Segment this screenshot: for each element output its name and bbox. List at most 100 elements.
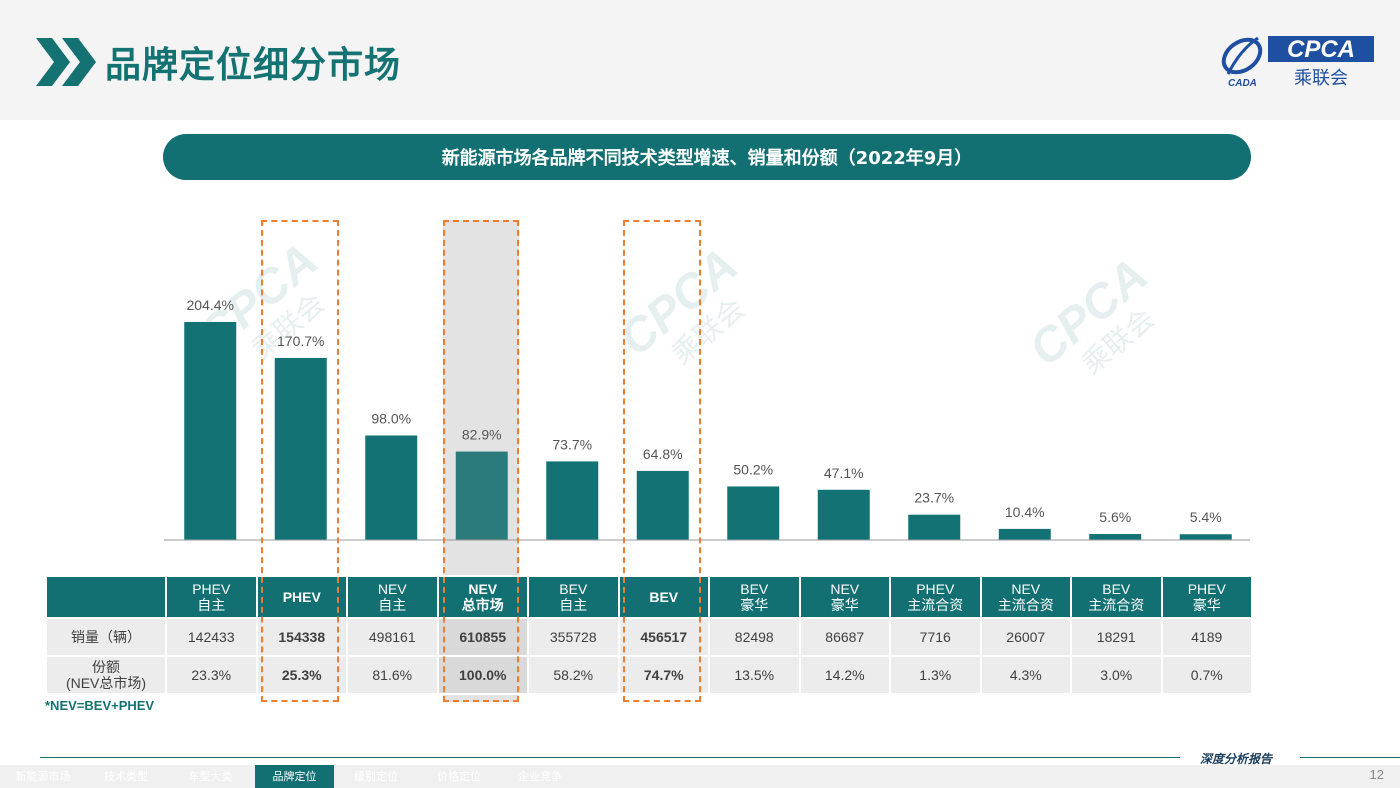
column-header-line1: PHEV bbox=[1187, 581, 1226, 597]
page-title: 品牌定位细分市场 bbox=[105, 45, 402, 86]
nav-item[interactable]: 品牌定位 bbox=[255, 765, 334, 788]
table-row: 销量（辆） 142433 154338 498161 610855 355728 45651… bbox=[45, 617, 1253, 657]
table-cell: 3.0% bbox=[1070, 655, 1163, 695]
column-header-line1: NEV bbox=[377, 581, 407, 597]
data-label-8: 23.7% bbox=[914, 490, 954, 506]
column-header-line2: 主流合资 bbox=[1088, 597, 1145, 613]
data-label-10: 5.6% bbox=[1099, 509, 1131, 525]
table-cell: 100.0% bbox=[436, 655, 529, 695]
column-header-line1: BEV bbox=[1102, 581, 1131, 597]
cpca-logo: CADA CPCA 乘联会 bbox=[1221, 36, 1374, 89]
bar-0 bbox=[184, 322, 237, 540]
data-label-1: 170.7% bbox=[277, 333, 324, 349]
column-header: BEV bbox=[617, 575, 710, 619]
table-cell: 4.3% bbox=[979, 655, 1072, 695]
column-header: NEV 总市场 bbox=[436, 575, 529, 619]
table-header-row: PHEV 自主 PHEV NEV 自主 NEV 总市场 BEV 自主 BEV BEV 豪华 NEV 豪华 P… bbox=[45, 575, 1253, 619]
slide-header: 品牌定位细分市场 CADA CPCA 乘联会 bbox=[0, 0, 1400, 120]
column-header: NEV 豪华 bbox=[798, 575, 891, 619]
column-header: BEV 主流合资 bbox=[1070, 575, 1163, 619]
column-header-line2: 豪华 bbox=[1192, 597, 1221, 613]
column-header-line2: 豪华 bbox=[830, 597, 859, 613]
data-label-9: 10.4% bbox=[1005, 504, 1045, 520]
column-header: BEV 自主 bbox=[527, 575, 620, 619]
column-header-line1: BEV bbox=[740, 581, 769, 597]
svg-text:CPCA: CPCA bbox=[1287, 36, 1355, 63]
table-cell: 610855 bbox=[436, 617, 529, 657]
nav-item[interactable]: 技术类型 bbox=[104, 770, 148, 783]
column-header-line2: 自主 bbox=[378, 597, 407, 613]
data-label-11: 5.4% bbox=[1190, 509, 1222, 525]
column-header: PHEV bbox=[255, 575, 348, 619]
nav-item[interactable]: 车型大类 bbox=[188, 770, 233, 783]
table-cell: 14.2% bbox=[798, 655, 891, 695]
table-cell: 13.5% bbox=[708, 655, 801, 695]
row-label-line1: 份额 bbox=[92, 659, 120, 675]
section-nav: 新能源市场 技术类型 车型大类 品牌定位 级别定位 价格定位 企业竞争 bbox=[0, 765, 1400, 788]
data-label-4: 73.7% bbox=[552, 436, 592, 452]
bar-11 bbox=[1179, 534, 1232, 540]
table-cell: 26007 bbox=[979, 617, 1072, 657]
nav-item[interactable]: 价格定位 bbox=[437, 770, 481, 783]
bar-10 bbox=[1089, 534, 1142, 540]
nav-item[interactable]: 级别定位 bbox=[354, 770, 398, 783]
bar-3 bbox=[455, 451, 508, 540]
bar-9 bbox=[998, 528, 1051, 540]
bar-7 bbox=[817, 489, 870, 540]
column-header-line2: 自主 bbox=[197, 597, 226, 613]
footnote: *NEV=BEV+PHEV bbox=[45, 698, 155, 713]
table-cell: 0.7% bbox=[1160, 655, 1253, 695]
footer-divider bbox=[40, 757, 1180, 758]
column-header-line1: PHEV bbox=[916, 581, 955, 597]
column-header-line2: 自主 bbox=[559, 597, 588, 613]
table-cell: 456517 bbox=[617, 617, 710, 657]
column-header-line1: NEV bbox=[468, 581, 498, 597]
chart-title-banner: 新能源市场各品牌不同技术类型增速、销量和份额（2022年9月） bbox=[163, 134, 1251, 180]
table-cell: 18291 bbox=[1070, 617, 1163, 657]
bar-8 bbox=[908, 514, 961, 540]
column-header-line1: BEV bbox=[649, 589, 679, 605]
table-cell: 25.3% bbox=[255, 655, 348, 695]
row-label: 份额 (NEV总市场) bbox=[45, 655, 167, 695]
page-number: 12 bbox=[1369, 767, 1384, 782]
table-cell: 82498 bbox=[708, 617, 801, 657]
column-header: PHEV 主流合资 bbox=[889, 575, 982, 619]
data-label-5: 64.8% bbox=[643, 446, 683, 462]
table-cell: 86687 bbox=[798, 617, 891, 657]
row-label: 销量（辆） bbox=[45, 617, 167, 657]
table-cell: 4189 bbox=[1160, 617, 1253, 657]
column-header-line2: 豪华 bbox=[740, 597, 769, 613]
table-cell: 58.2% bbox=[527, 655, 620, 695]
table-corner-cell bbox=[45, 575, 167, 619]
table-cell: 355728 bbox=[527, 617, 620, 657]
column-header: NEV 自主 bbox=[346, 575, 439, 619]
bar-1 bbox=[274, 357, 327, 540]
table-cell: 81.6% bbox=[346, 655, 439, 695]
nav-item[interactable]: 企业竞争 bbox=[518, 770, 562, 783]
column-header-line2: 总市场 bbox=[461, 597, 504, 613]
bar-4 bbox=[546, 461, 599, 540]
highlight-box-bev bbox=[623, 220, 701, 702]
column-header: BEV 豪华 bbox=[708, 575, 801, 619]
table-cell: 7716 bbox=[889, 617, 982, 657]
column-header-line2: 主流合资 bbox=[907, 597, 964, 613]
table-cell: 74.7% bbox=[617, 655, 710, 695]
table-cell: 23.3% bbox=[165, 655, 258, 695]
column-header-line1: PHEV bbox=[282, 589, 321, 605]
table-cell: 142433 bbox=[165, 617, 258, 657]
table-cell: 154338 bbox=[255, 617, 348, 657]
column-header: PHEV 豪华 bbox=[1160, 575, 1253, 619]
data-label-3: 82.9% bbox=[462, 427, 502, 443]
row-label-line2: (NEV总市场) bbox=[65, 675, 147, 691]
footer-divider bbox=[1300, 757, 1400, 758]
svg-text:CADA: CADA bbox=[1228, 78, 1257, 89]
table-cell: 1.3% bbox=[889, 655, 982, 695]
highlight-box-nev-total bbox=[443, 220, 519, 702]
highlight-box-phev bbox=[261, 220, 339, 702]
column-header-line2: 主流合资 bbox=[997, 597, 1054, 613]
svg-text:乘联会: 乘联会 bbox=[1294, 68, 1348, 89]
nav-item[interactable]: 新能源市场 bbox=[15, 770, 71, 783]
bar-5 bbox=[636, 470, 689, 540]
row-label-line1: 销量（辆） bbox=[71, 629, 141, 645]
bar-2 bbox=[365, 435, 418, 540]
